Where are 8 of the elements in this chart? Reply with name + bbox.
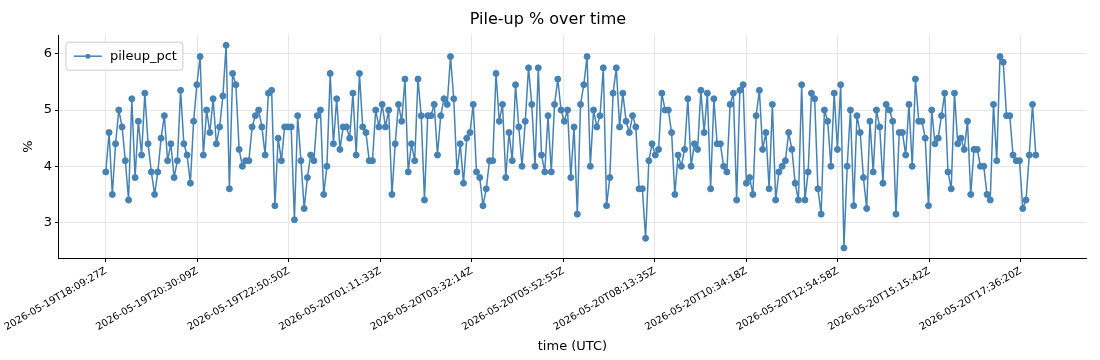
chart-title: Pile-up % over time — [469, 8, 627, 28]
y-axis-title: % — [20, 140, 36, 153]
y-tick-label: 6 — [43, 45, 52, 61]
legend-label: pileup_pct — [109, 47, 177, 63]
y-tick-label: 5 — [43, 101, 52, 117]
y-tick-label: 3 — [43, 213, 52, 229]
y-tick-label: 4 — [43, 157, 52, 173]
x-axis-title: time (UTC) — [537, 337, 608, 353]
